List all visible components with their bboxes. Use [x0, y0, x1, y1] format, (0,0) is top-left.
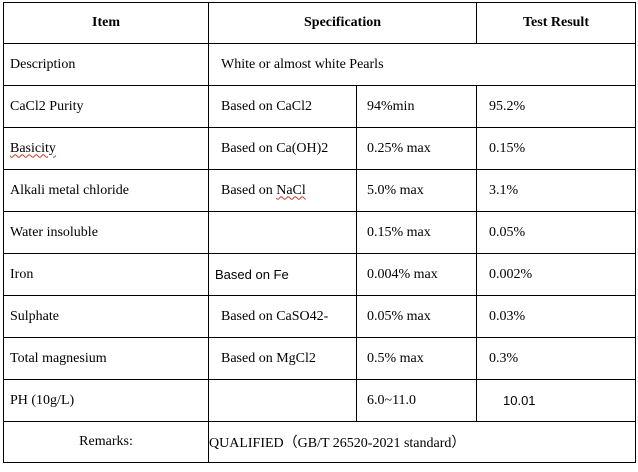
table-row: Basicity Based on Ca(OH)2 0.25% max 0.15… — [3, 127, 636, 170]
item-name: Basicity — [3, 127, 209, 170]
header-item: Item — [3, 2, 209, 44]
description-value: White or almost white Pearls — [208, 43, 636, 86]
item-spec: 0.15% max — [356, 211, 477, 254]
item-spec: 0.004% max — [356, 253, 477, 296]
specification-table: Item Specification Test Result Descripti… — [3, 2, 636, 463]
remarks-value: QUALIFIED（GB/T 26520-2021 standard） — [208, 421, 636, 463]
item-name: Total magnesium — [3, 337, 209, 380]
item-spec: 6.0~11.0 — [356, 379, 477, 422]
item-name: Alkali metal chloride — [3, 169, 209, 212]
table-row: PH (10g/L) 6.0~11.0 10.01 — [3, 379, 636, 422]
table-row: CaCl2 Purity Based on CaCl2 94%min 95.2% — [3, 85, 636, 128]
item-basis: Based on Ca(OH)2 — [208, 127, 357, 170]
item-name: Iron — [3, 253, 209, 296]
item-name: Description — [3, 43, 209, 86]
item-name: Sulphate — [3, 295, 209, 338]
item-result: 3.1% — [476, 169, 636, 212]
item-spec: 94%min — [356, 85, 477, 128]
item-spec: 5.0% max — [356, 169, 477, 212]
item-result: 0.05% — [476, 211, 636, 254]
item-basis — [208, 379, 357, 422]
header-test-result: Test Result — [476, 2, 636, 44]
item-spec: 0.5% max — [356, 337, 477, 380]
item-basis — [208, 211, 357, 254]
item-result: 0.15% — [476, 127, 636, 170]
table-row: Water insoluble 0.15% max 0.05% — [3, 211, 636, 254]
item-basis: Based on NaCl — [208, 169, 357, 212]
item-basis: Based on CaSO42- — [208, 295, 357, 338]
item-name: Water insoluble — [3, 211, 209, 254]
table-row: Total magnesium Based on MgCl2 0.5% max … — [3, 337, 636, 380]
remarks-row: Remarks: QUALIFIED（GB/T 26520-2021 stand… — [3, 421, 636, 463]
header-row: Item Specification Test Result — [3, 2, 636, 44]
item-spec: 0.05% max — [356, 295, 477, 338]
item-basis: Based on MgCl2 — [208, 337, 357, 380]
item-basis: Based on Fe — [208, 253, 357, 296]
item-name: PH (10g/L) — [3, 379, 209, 422]
item-result: 0.03% — [476, 295, 636, 338]
item-result: 0.3% — [476, 337, 636, 380]
table-row: Iron Based on Fe 0.004% max 0.002% — [3, 253, 636, 296]
item-spec: 0.25% max — [356, 127, 477, 170]
table-row: Alkali metal chloride Based on NaCl 5.0%… — [3, 169, 636, 212]
item-basis-word: NaCl — [276, 182, 306, 198]
table-row: Sulphate Based on CaSO42- 0.05% max 0.03… — [3, 295, 636, 338]
item-name-text: Basicity — [10, 140, 56, 156]
item-basis-prefix: Based on — [221, 182, 277, 198]
table-row: Description White or almost white Pearls — [3, 43, 636, 86]
item-basis: Based on CaCl2 — [208, 85, 357, 128]
header-specification: Specification — [208, 2, 477, 44]
remarks-label: Remarks: — [3, 421, 209, 463]
item-result: 0.002% — [476, 253, 636, 296]
item-name: CaCl2 Purity — [3, 85, 209, 128]
item-result: 95.2% — [476, 85, 636, 128]
item-result: 10.01 — [476, 379, 636, 422]
